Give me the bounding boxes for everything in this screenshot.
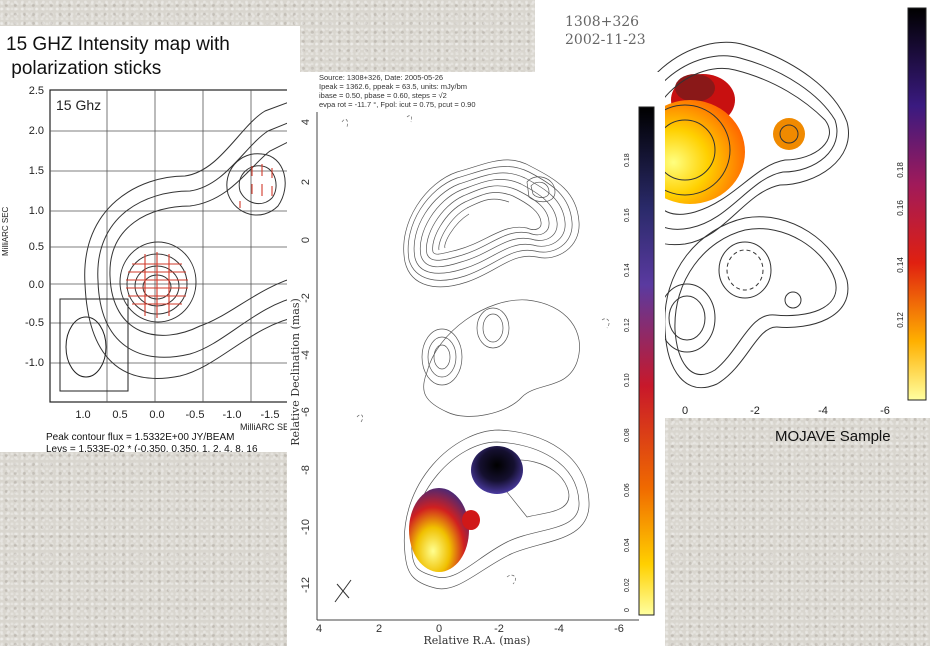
- plot-frame: [49, 89, 300, 403]
- polarization-blob: [471, 446, 523, 494]
- polarization-blob: [409, 488, 469, 572]
- colorbar: [907, 7, 927, 401]
- contours-lower: [658, 216, 849, 389]
- polarization-map-plot: Source: 1308+326, Date: 2005-05-26 Ipeak…: [289, 73, 655, 646]
- colorbar-ticks: 0.18 0.16 0.14 0.12: [896, 162, 905, 328]
- cbar-tick: 0.02: [624, 578, 631, 592]
- beam-box: [59, 298, 129, 392]
- cbar-tick: 0.14: [624, 263, 631, 277]
- source-name: 1308+326: [565, 14, 639, 30]
- plot-header: Source: 1308+326, Date: 2005-05-26 Ipeak…: [319, 73, 476, 109]
- x-tick: 0: [436, 623, 442, 635]
- x-tick: -1.0: [223, 409, 242, 421]
- polarization-blob: [462, 510, 480, 530]
- cbar-tick: 0.12: [624, 318, 631, 332]
- y-axis-label: Relative Declination (mas): [289, 298, 302, 446]
- y-tick-labels: 4 2 0 -2 -4 -6 -8 -10 -12: [300, 119, 312, 593]
- cbar-tick: 0.18: [896, 162, 905, 178]
- cbar-tick: 0.08: [624, 428, 631, 442]
- beam-ellipse: [65, 316, 107, 378]
- peak-flux-text: Peak contour flux = 1.5332E+00 JY/BEAM: [46, 432, 234, 443]
- x-tick: -4: [818, 405, 828, 417]
- y-tick: 0.5: [29, 241, 44, 253]
- x-tick: -6: [614, 623, 624, 635]
- header-line: ibase = 0.50, pbase = 0.60, steps = √2: [319, 91, 447, 100]
- x-axis-label: MilliARC SEC: [240, 422, 296, 432]
- cbar-tick: 0.18: [624, 153, 631, 167]
- y-tick: 2: [300, 179, 312, 185]
- y-tick-labels: 2.5 2.0 1.5 1.0 0.5 0.0 -0.5 -1.0: [25, 85, 44, 369]
- polarization-map-panel: Source: 1308+326, Date: 2005-05-26 Ipeak…: [287, 72, 665, 646]
- cbar-tick: 0.10: [624, 373, 631, 387]
- y-tick: 1.5: [29, 165, 44, 177]
- x-tick-labels: 0 -2 -4 -6: [682, 405, 890, 417]
- x-tick-labels: 4 2 0 -2 -4 -6: [316, 623, 624, 635]
- polarization-blob: [675, 74, 715, 102]
- cbar-tick: 0.06: [624, 483, 631, 497]
- cbar-tick: 0.14: [896, 257, 905, 273]
- x-tick: -4: [554, 623, 564, 635]
- polarization-sticks: [126, 164, 273, 318]
- cbar-tick: 0.16: [896, 200, 905, 216]
- contours: [84, 97, 300, 379]
- y-tick: -10: [300, 519, 312, 535]
- y-tick: -6: [300, 407, 312, 417]
- y-tick: -12: [300, 577, 312, 593]
- x-tick: 0.0: [149, 409, 164, 421]
- x-tick: 2: [376, 623, 382, 635]
- y-tick: 1.0: [29, 205, 44, 217]
- x-tick: 0.5: [112, 409, 127, 421]
- panel-title: 15 GHZ Intensity map with polarization s…: [6, 33, 230, 81]
- y-tick: -8: [300, 465, 312, 475]
- y-tick: 0: [300, 237, 312, 243]
- x-tick-labels: 1.0 0.5 0.0 -0.5 -1.0 -1.5: [75, 409, 279, 421]
- y-tick: 0.0: [29, 279, 44, 291]
- polarization-blob: [773, 118, 805, 150]
- x-tick: -1.5: [261, 409, 280, 421]
- cbar-tick: 0.04: [624, 538, 631, 552]
- header-line: Ipeak = 1362.6, ppeak = 63.5, units: mJy…: [319, 82, 467, 91]
- gridlines: [50, 90, 300, 402]
- cbar-tick: 0: [624, 608, 631, 612]
- y-tick: -4: [300, 350, 312, 360]
- x-tick: 1.0: [75, 409, 90, 421]
- beam-cross: [334, 579, 352, 603]
- polarized-contours: [421, 299, 580, 417]
- y-tick: -2: [300, 293, 312, 303]
- y-tick: 2.0: [29, 125, 44, 137]
- y-tick: 4: [300, 119, 312, 125]
- x-tick: -0.5: [186, 409, 205, 421]
- observation-date: 2002-11-23: [565, 32, 646, 48]
- colorbar-ticks: 0.18 0.16 0.14 0.12 0.10 0.08 0.06 0.04 …: [624, 153, 631, 612]
- colorbar: [638, 106, 655, 616]
- header-line: Source: 1308+326, Date: 2005-05-26: [319, 73, 443, 82]
- header-line: evpa rot = -11.7 °, Fpol: icut = 0.75, p…: [319, 100, 476, 109]
- title-line-2: polarization sticks: [6, 58, 162, 79]
- x-axis-label: Relative R.A. (mas): [424, 634, 531, 646]
- x-tick: -2: [494, 623, 504, 635]
- intensity-map-panel: 2.5 2.0 1.5 1.0 0.5 0.0 -0.5 -1.0 MilliA…: [0, 26, 300, 452]
- levels-text: Levs = 1.533E-02 * (-0.350, 0.350, 1, 2,…: [46, 444, 258, 452]
- intensity-map-plot: 2.5 2.0 1.5 1.0 0.5 0.0 -0.5 -1.0 MilliA…: [1, 85, 300, 452]
- contours: [625, 41, 849, 246]
- cbar-tick: 0.12: [896, 312, 905, 328]
- y-tick: -0.5: [25, 317, 44, 329]
- y-tick: -1.0: [25, 357, 44, 369]
- mojave-label: MOJAVE Sample: [775, 428, 891, 445]
- x-tick: 4: [316, 623, 322, 635]
- intensity-contours: [403, 159, 580, 288]
- dashed-contours: [341, 115, 610, 585]
- x-tick: 0: [682, 405, 688, 417]
- cbar-tick: 0.16: [624, 208, 631, 222]
- title-line-1: 15 GHZ Intensity map with: [6, 34, 230, 55]
- y-tick: 2.5: [29, 85, 44, 97]
- y-axis-label: MilliARC SEC: [1, 206, 10, 256]
- band-label: 15 Ghz: [56, 97, 101, 113]
- x-tick: -2: [750, 405, 760, 417]
- x-tick: -6: [880, 405, 890, 417]
